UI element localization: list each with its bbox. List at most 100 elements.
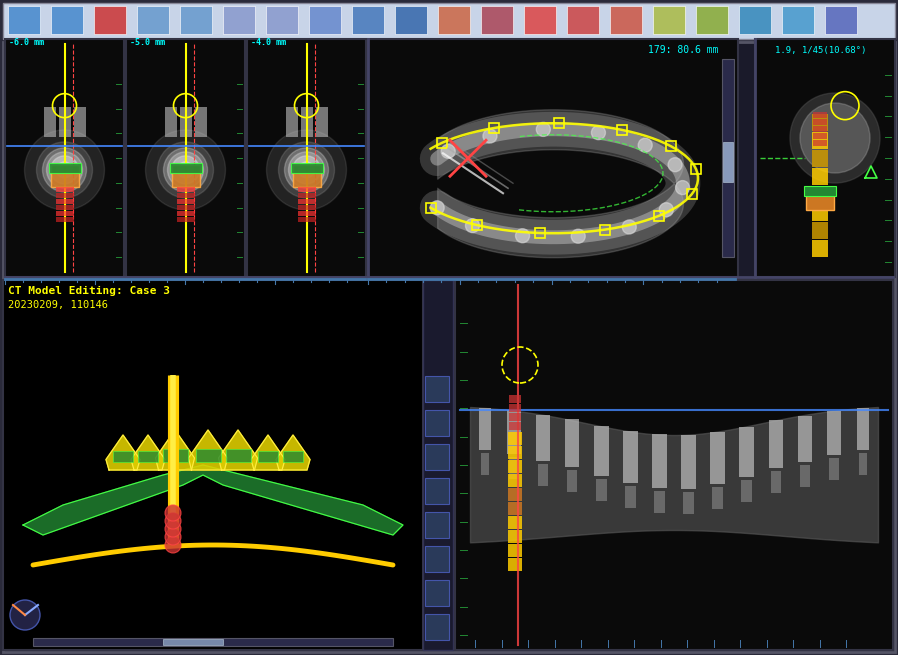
Bar [425,376,449,402]
Bar [812,132,828,149]
Bar [56,210,74,215]
Circle shape [465,219,480,233]
Bar [600,225,610,234]
Circle shape [168,152,204,188]
Circle shape [536,122,550,136]
Circle shape [178,162,193,178]
Bar [56,193,74,198]
Bar [681,435,697,489]
Bar [297,204,315,210]
Bar [652,434,667,489]
Bar [58,107,71,138]
Bar [739,427,754,477]
Circle shape [145,130,225,210]
Bar [163,449,188,462]
Bar [8,6,40,34]
Bar [812,186,828,203]
Bar [425,478,449,504]
Bar [43,107,56,138]
Bar [425,410,449,436]
Bar [509,457,519,479]
Bar [164,107,177,138]
Bar [798,415,812,462]
Bar [553,119,564,128]
Bar [508,460,522,473]
Bar [534,228,545,238]
Bar [806,193,834,210]
Bar [722,59,734,257]
Bar [509,422,521,430]
Text: -5.0 mm: -5.0 mm [130,38,165,47]
Bar [177,198,195,204]
Polygon shape [189,430,227,470]
Bar [617,125,627,135]
Bar [508,530,522,543]
Bar [3,3,895,39]
Bar [691,164,701,174]
Circle shape [165,537,181,553]
Bar [352,6,384,34]
Bar [5,39,124,277]
Bar [509,413,521,421]
Bar [425,580,449,606]
Bar [472,220,482,230]
Bar [568,470,577,493]
Circle shape [42,148,86,192]
Circle shape [571,229,585,243]
Bar [812,240,828,257]
Bar [481,6,513,34]
Polygon shape [23,465,403,535]
Bar [170,162,201,172]
Circle shape [157,142,214,198]
Bar [223,6,255,34]
Bar [480,453,489,475]
Bar [696,6,728,34]
Bar [565,419,579,468]
Bar [177,187,195,191]
Bar [56,198,74,204]
Polygon shape [155,430,195,470]
Bar [51,6,83,34]
Text: -4.0 mm: -4.0 mm [251,38,286,47]
Bar [180,107,191,138]
Bar [436,138,446,148]
Circle shape [659,202,674,217]
Bar [812,150,828,167]
Bar [812,222,828,239]
Bar [195,107,207,138]
Bar [425,512,449,538]
Bar [813,126,827,132]
Bar [755,39,895,277]
Bar [297,217,315,221]
Bar [426,202,436,213]
Bar [509,404,521,412]
Bar [742,480,752,502]
Bar [804,186,836,196]
Circle shape [800,103,870,173]
Bar [297,210,315,215]
Bar [479,407,491,449]
Bar [177,204,195,210]
Circle shape [10,600,40,630]
Circle shape [622,220,637,234]
Bar [509,395,521,403]
Bar [813,112,827,118]
Bar [301,107,313,138]
Circle shape [668,158,682,172]
Text: -6.0 mm: -6.0 mm [9,38,44,47]
Bar [739,6,771,34]
Bar [423,280,453,650]
Polygon shape [276,435,310,470]
Bar [508,558,522,571]
Bar [782,6,814,34]
Bar [172,164,199,187]
Bar [177,193,195,198]
Bar [56,217,74,221]
Bar [769,421,783,468]
Bar [163,639,223,645]
Text: 179: 80.6 mm: 179: 80.6 mm [648,45,718,55]
Bar [177,210,195,215]
Bar [625,487,636,508]
Circle shape [638,138,652,152]
Bar [455,280,893,650]
